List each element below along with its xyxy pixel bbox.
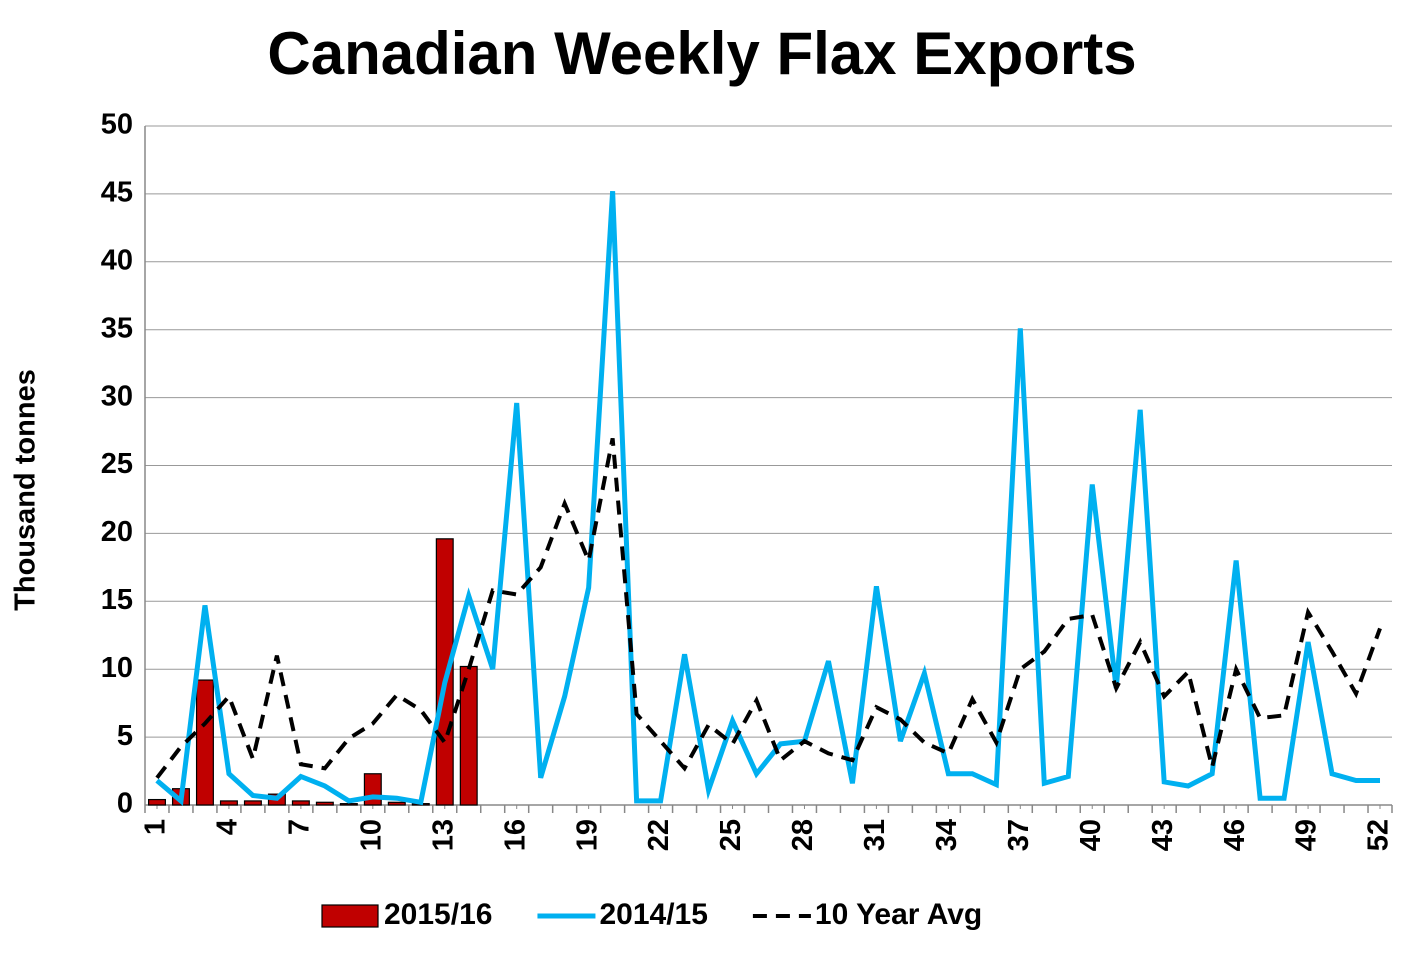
y-tick-label: 0 [117,788,133,820]
bar [291,800,310,806]
line [155,437,1382,780]
y-tick-label: 45 [101,177,133,209]
x-tick-label: 49 [1291,819,1323,851]
legend-label: 2014/15 [599,898,707,931]
bar [387,801,406,806]
x-tick-label: 37 [1003,819,1035,851]
y-tick-label: 35 [101,312,133,344]
y-tick-label: 10 [101,652,133,684]
legend-swatch [321,904,379,928]
legend-label: 10 Year Avg [815,898,982,931]
x-tick-label: 13 [427,819,459,851]
bar [315,801,334,806]
x-tick-label: 19 [571,819,603,851]
chart-title: Canadian Weekly Flax Exports [267,20,1136,87]
bar [195,679,214,806]
y-tick-label: 5 [117,720,133,752]
y-tick-label: 40 [101,244,133,276]
x-tick-label: 43 [1147,819,1179,851]
y-tick-label: 20 [101,516,133,548]
x-tick-label: 52 [1363,819,1395,851]
x-tick-label: 22 [643,819,675,851]
bar [243,800,262,806]
y-tick-label: 25 [101,448,133,480]
bar [219,800,238,806]
bar [435,538,454,806]
y-tick-label: 30 [101,380,133,412]
y-tick-label: 15 [101,584,133,616]
x-tick-label: 4 [212,819,244,835]
x-tick-label: 46 [1219,819,1251,851]
y-axis-title: Thousand tonnes [10,369,42,611]
x-tick-label: 10 [355,819,387,851]
x-tick-label: 31 [859,819,891,851]
legend-label: 2015/16 [384,898,492,931]
bar [339,803,358,806]
y-tick-label: 50 [101,109,133,141]
x-tick-label: 16 [499,819,531,851]
x-tick-label: 28 [787,819,819,851]
x-tick-label: 34 [931,819,963,851]
bar [147,798,166,806]
x-tick-label: 1 [140,819,172,835]
line [155,191,1381,806]
x-tick-label: 25 [715,819,747,851]
x-tick-label: 40 [1075,819,1107,851]
x-tick-label: 7 [284,819,316,835]
